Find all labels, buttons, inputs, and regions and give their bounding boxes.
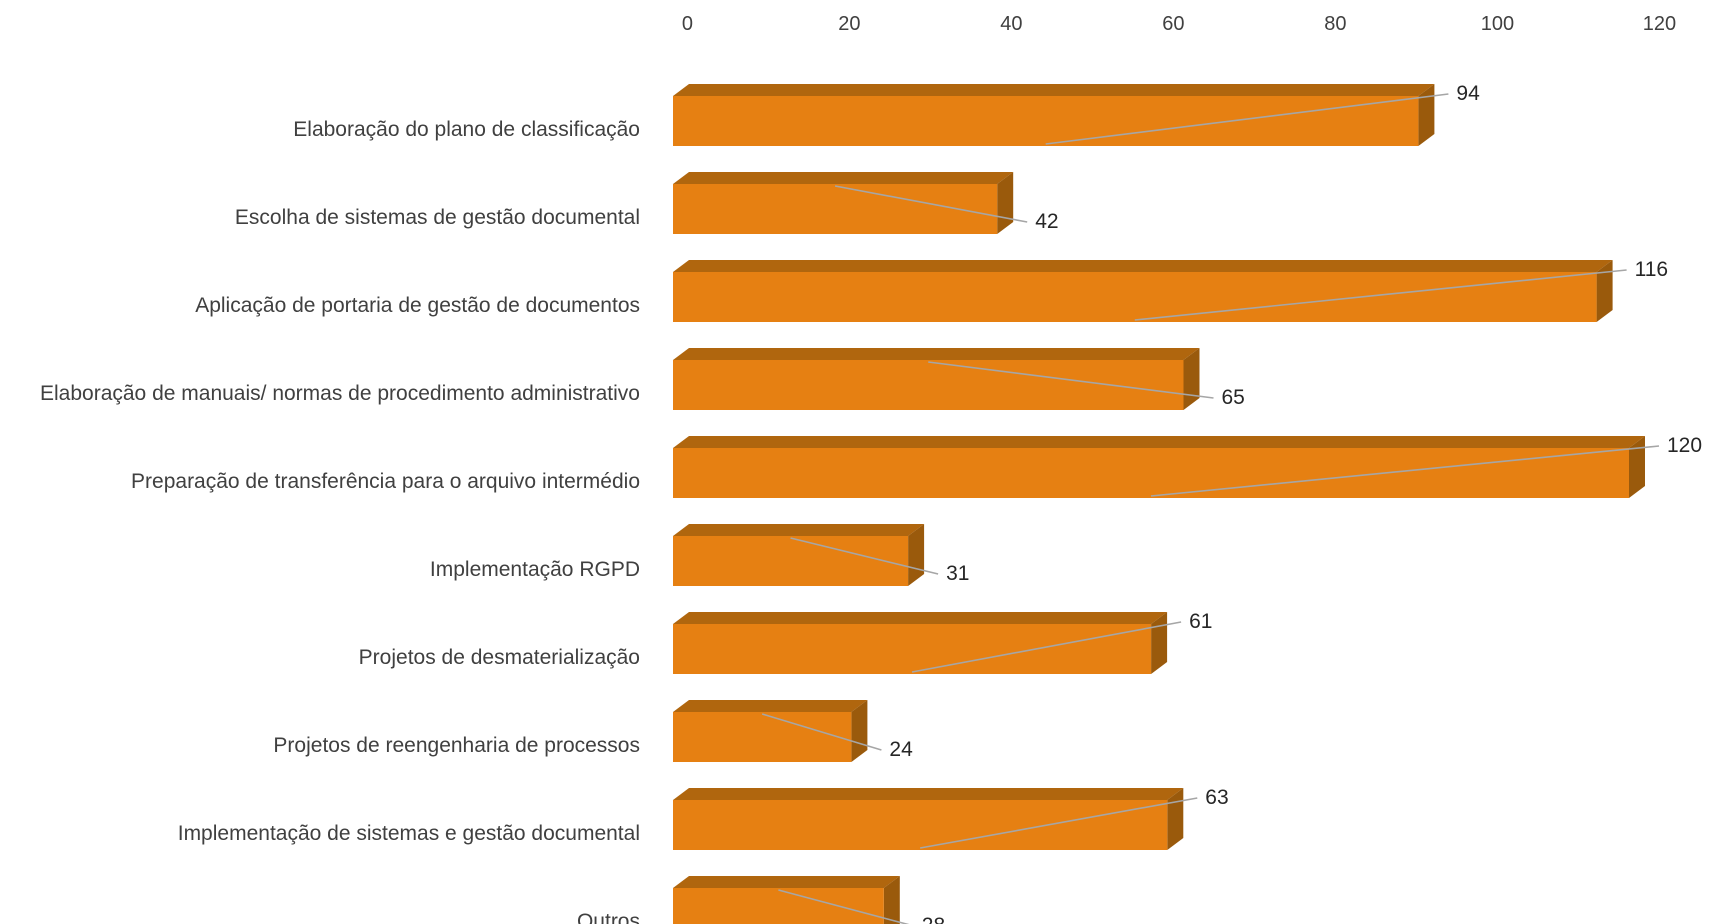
bars <box>673 84 1645 924</box>
data-label: 120 <box>1667 434 1702 457</box>
data-label-leader-line <box>911 621 1182 673</box>
bar-front-face <box>673 360 1184 410</box>
bar-front-face <box>673 800 1168 850</box>
bar-front-face <box>673 888 884 924</box>
bar-top-face <box>673 524 925 536</box>
data-label-leader-line <box>1134 269 1627 321</box>
x-tick-label: 40 <box>1000 13 1022 35</box>
bar-side-face <box>1418 84 1435 146</box>
bar-front-face <box>673 272 1597 322</box>
bar-top-face <box>673 84 1435 96</box>
bar-side-face <box>883 876 900 924</box>
bar-front-face <box>673 184 998 234</box>
bar-side-face <box>851 700 868 762</box>
bar-front-face <box>673 448 1629 498</box>
category-labels: Elaboração do plano de classificação Esco… <box>40 118 640 924</box>
data-label: 31 <box>946 562 969 585</box>
data-label: 61 <box>1189 610 1212 633</box>
bar <box>673 700 868 762</box>
category-label: Implementação RGPD <box>430 558 640 581</box>
data-label-leader-line <box>790 537 939 575</box>
bar-front-face <box>673 712 852 762</box>
data-label: 42 <box>1035 210 1058 233</box>
bar-top-face <box>673 436 1645 448</box>
data-label: 24 <box>889 738 913 761</box>
category-label: Implementação de sistemas e gestão docum… <box>178 822 640 845</box>
data-label-leader-line <box>1045 93 1449 145</box>
data-labels: 94 42 116 65 120 31 61 24 63 28 <box>761 82 1702 924</box>
data-label: 63 <box>1205 786 1228 809</box>
bar-top-face <box>673 172 1014 184</box>
x-tick-label: 0 <box>682 13 693 35</box>
category-label: Projetos de reengenharia de processos <box>273 734 640 757</box>
bar <box>673 348 1200 410</box>
category-label: Aplicação de portaria de gestão de docum… <box>195 294 640 317</box>
data-label-leader-line <box>920 797 1198 849</box>
category-label: Projetos de desmaterialização <box>359 646 640 669</box>
x-tick-label: 100 <box>1481 13 1514 35</box>
category-label: Elaboração de manuais/ normas de procedi… <box>40 382 640 405</box>
bar-front-face <box>673 624 1152 674</box>
data-label-leader-line <box>761 713 882 751</box>
data-label-leader-line <box>778 889 910 924</box>
bar <box>673 876 900 924</box>
data-label: 28 <box>922 914 945 924</box>
bar <box>673 612 1168 674</box>
bar <box>673 84 1435 146</box>
bar-top-face <box>673 876 900 888</box>
bar <box>673 524 925 586</box>
x-tick-label: 120 <box>1643 13 1676 35</box>
category-label: Outros <box>577 910 640 924</box>
bar-top-face <box>673 348 1200 360</box>
x-tick-label: 60 <box>1162 13 1184 35</box>
bar <box>673 172 1014 234</box>
data-label-leader-line <box>1150 445 1660 497</box>
bar <box>673 788 1184 850</box>
bar-side-face <box>908 524 925 586</box>
category-label: Preparação de transferência para o arqui… <box>131 470 640 493</box>
data-label: 94 <box>1456 82 1480 105</box>
bar-front-face <box>673 96 1419 146</box>
bar <box>673 436 1645 498</box>
category-label: Elaboração do plano de classificação <box>293 118 640 141</box>
bar <box>673 260 1613 322</box>
bar-top-face <box>673 700 868 712</box>
category-label: Escolha de sistemas de gestão documental <box>235 206 640 229</box>
bar-top-face <box>673 788 1184 800</box>
data-label-leader-line <box>834 185 1028 223</box>
bar-top-face <box>673 612 1168 624</box>
bar-front-face <box>673 536 909 586</box>
x-axis-ticks: 0 20 40 60 80 100 120 <box>682 13 1676 35</box>
data-label: 116 <box>1635 258 1668 281</box>
x-tick-label: 80 <box>1324 13 1346 35</box>
bar-top-face <box>673 260 1613 272</box>
data-label: 65 <box>1222 386 1245 409</box>
x-tick-label: 20 <box>838 13 860 35</box>
data-label-leader-line <box>928 361 1214 399</box>
bar-side-face <box>1629 436 1645 498</box>
bar-side-face <box>1596 260 1613 322</box>
